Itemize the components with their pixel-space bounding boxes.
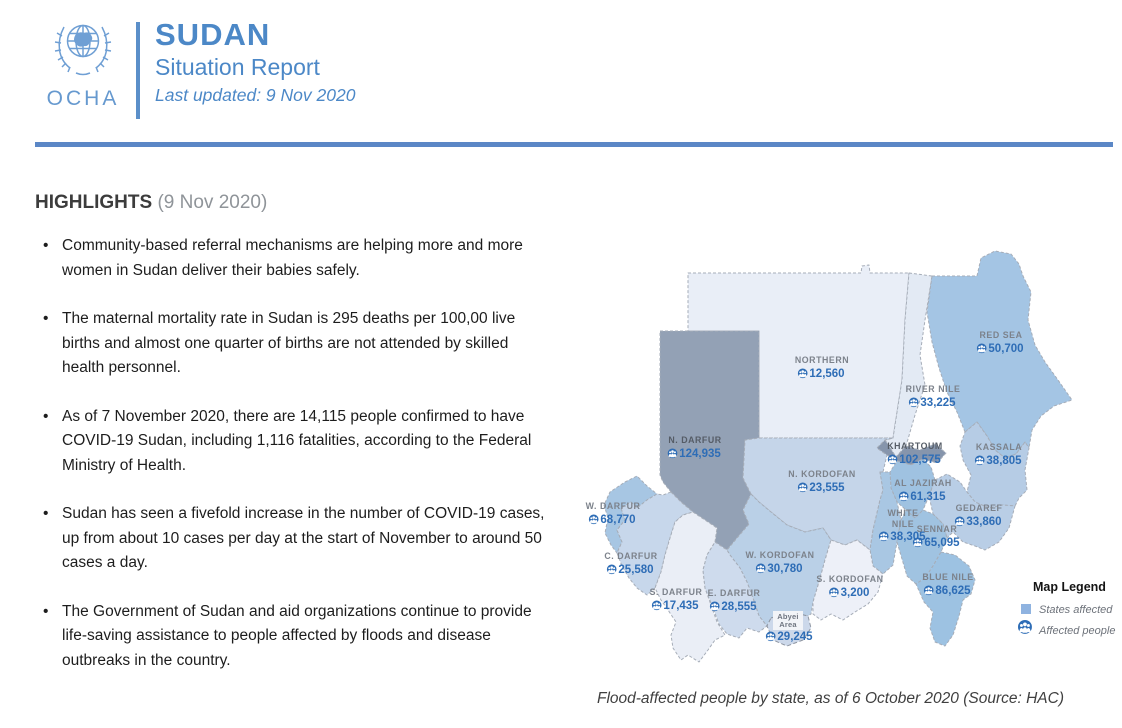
label-e-darfur: E. DARFUR 28,555 [708,588,761,613]
state-blue-nile [915,551,976,647]
svg-text:AL JAZIRAH: AL JAZIRAH [894,478,952,488]
svg-text:28,555: 28,555 [721,601,757,613]
label-abyei-area: Abyei Area 29,245 [765,611,813,643]
svg-text:W. KORDOFAN: W. KORDOFAN [745,550,814,560]
svg-text:KASSALA: KASSALA [976,442,1022,452]
svg-text:WHITE: WHITE [887,508,918,518]
svg-text:61,315: 61,315 [910,491,946,503]
svg-text:65,095: 65,095 [924,537,960,549]
state-w-darfur [603,475,658,554]
svg-text:124,935: 124,935 [679,448,721,460]
svg-text:38,805: 38,805 [986,455,1022,467]
svg-text:Abyei: Abyei [777,612,798,621]
map-legend: Map Legend States affected Affected peop… [1018,580,1115,637]
bullet-icon: • [43,310,49,327]
state-white-nile [869,471,902,575]
header-rule [35,142,1113,147]
svg-text:RED SEA: RED SEA [980,330,1023,340]
svg-text:30,780: 30,780 [767,563,802,575]
label-blue-nile: BLUE NILE 86,625 [922,572,973,597]
svg-text:NORTHERN: NORTHERN [795,355,849,365]
svg-text:C. DARFUR: C. DARFUR [604,551,657,561]
state-e-darfur [702,541,768,639]
svg-text:N. KORDOFAN: N. KORDOFAN [788,469,856,479]
label-khartoum: KHARTOUM 102,575 [887,441,943,466]
highlights-list: • Community-based referral mechanisms are… [35,234,551,697]
un-emblem-icon [54,24,112,76]
svg-text:W. DARFUR: W. DARFUR [586,501,641,511]
label-sennar: SENNAR 65,095 [912,524,960,549]
svg-text:E. DARFUR: E. DARFUR [708,588,761,598]
last-updated: Last updated: 9 Nov 2020 [155,85,356,105]
svg-text:SENNAR: SENNAR [917,524,958,534]
report-title: SUDAN [155,17,271,52]
bullet-icon: • [43,505,49,522]
state-c-darfur [616,491,694,596]
state-s-darfur [654,511,726,663]
label-c-darfur: C. DARFUR 25,580 [604,551,657,576]
svg-text:102,575: 102,575 [899,454,941,466]
svg-text:S. DARFUR: S. DARFUR [650,587,703,597]
list-item: • Community-based referral mechanisms are… [35,234,551,283]
svg-text:12,560: 12,560 [809,368,844,380]
svg-text:NILE: NILE [892,519,914,529]
label-s-darfur: S. DARFUR 17,435 [650,587,703,612]
svg-text:33,225: 33,225 [920,397,956,409]
svg-text:86,625: 86,625 [935,585,971,597]
list-item: • As of 7 November 2020, there are 14,115… [35,405,551,479]
state-red-sea [926,250,1073,459]
highlights-date: (9 Nov 2020) [157,192,268,213]
label-n-kordofan: N. KORDOFAN 23,555 [788,469,856,494]
svg-text:KHARTOUM: KHARTOUM [887,441,943,451]
svg-text:29,245: 29,245 [777,631,813,643]
legend-states-affected: States affected [1039,604,1113,616]
label-al-jazirah: AL JAZIRAH 61,315 [894,478,952,503]
list-item: • The Government of Sudan and aid organiz… [35,600,551,674]
bullet-icon: • [43,407,49,425]
svg-text:33,860: 33,860 [966,516,1001,528]
svg-text:25,580: 25,580 [618,564,653,576]
report-subtitle: Situation Report [155,54,320,80]
label-s-kordofan: S. KORDOFAN 3,200 [816,574,883,599]
svg-text:RIVER NILE: RIVER NILE [906,384,961,394]
label-kassala: KASSALA 38,805 [974,442,1022,467]
svg-text:23,555: 23,555 [809,482,845,494]
state-s-kordofan [812,539,884,621]
svg-text:50,700: 50,700 [988,343,1023,355]
label-n-darfur: N. DARFUR 124,935 [667,435,721,460]
label-gedaref: GEDAREF 33,860 [954,503,1003,528]
map-caption: Flood-affected people by state, as of 6 … [597,690,1064,707]
header-divider-bar [136,22,140,119]
svg-text:17,435: 17,435 [663,600,699,612]
highlights-title: HIGHLIGHTS (9 Nov 2020) [35,192,267,214]
svg-text:N. DARFUR: N. DARFUR [668,435,721,445]
affected-people-icon [1018,620,1032,634]
svg-text:BLUE NILE: BLUE NILE [922,572,973,582]
states-affected-swatch [1021,604,1031,614]
report-titles: SUDAN Situation Report Last updated: 9 N… [155,18,355,108]
svg-text:Area: Area [779,620,797,629]
svg-text:68,770: 68,770 [600,514,635,526]
sudan-flood-map: NORTHERN 12,560 RIVER NILE 33,225 RED SE… [586,250,1115,663]
label-red-sea: RED SEA 50,700 [976,330,1024,355]
label-w-darfur: W. DARFUR 68,770 [586,501,641,526]
list-item: • The maternal mortality rate in Sudan is… [35,307,551,381]
highlights-heading: HIGHLIGHTS [35,192,153,213]
ocha-logo: OCHA [33,16,133,111]
svg-text:GEDAREF: GEDAREF [956,503,1003,513]
label-northern: NORTHERN 12,560 [795,355,849,380]
legend-title: Map Legend [1033,580,1106,594]
ocha-wordmark: OCHA [46,87,120,110]
list-item: • Sudan has seen a fivefold increase in t… [35,502,551,576]
state-sennar [896,509,948,585]
label-river-nile: RIVER NILE 33,225 [906,384,961,409]
legend-affected-people: Affected people [1038,625,1115,637]
state-kassala [959,421,1030,509]
label-w-kordofan: W. KORDOFAN 30,780 [745,550,814,575]
svg-text:3,200: 3,200 [841,587,870,599]
svg-text:S. KORDOFAN: S. KORDOFAN [816,574,883,584]
bullet-icon: • [43,602,49,620]
bullet-icon: • [43,237,49,254]
